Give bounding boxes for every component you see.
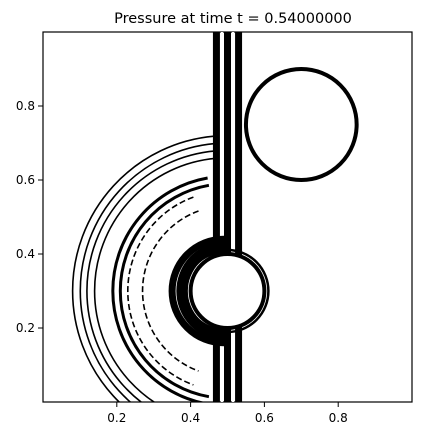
negative-pressure-contour bbox=[141, 210, 199, 372]
x-tick-label: 0.6 bbox=[255, 411, 274, 425]
body-wrap-contour bbox=[176, 241, 228, 341]
y-tick-label: 0.2 bbox=[16, 321, 35, 335]
x-tick-label: 0.4 bbox=[181, 411, 200, 425]
x-axis: 0.2 0.4 0.6 0.8 bbox=[107, 402, 348, 425]
negative-pressure-contour bbox=[126, 196, 194, 386]
circle-body-right bbox=[243, 67, 359, 182]
y-tick-label: 0.8 bbox=[16, 99, 35, 113]
left-body-outline bbox=[185, 248, 270, 334]
circle-body-left-fill bbox=[190, 254, 265, 328]
inner-ring-contour bbox=[111, 176, 208, 402]
y-tick-label: 0.6 bbox=[16, 173, 35, 187]
reflected-wave-contour bbox=[86, 150, 216, 402]
contour-layer bbox=[71, 32, 359, 402]
y-tick-label: 0.4 bbox=[16, 247, 35, 261]
y-axis: 0.2 0.4 0.6 0.8 bbox=[16, 99, 43, 335]
x-tick-label: 0.8 bbox=[329, 411, 348, 425]
reflected-wave-contour bbox=[79, 142, 215, 402]
x-tick-label: 0.2 bbox=[107, 411, 126, 425]
body-wrap-contour bbox=[168, 235, 228, 347]
circle-body-right-fill bbox=[245, 69, 357, 180]
reflected-wave-contour bbox=[71, 135, 215, 402]
reflected-wave-contour bbox=[93, 157, 216, 402]
circle-body-left bbox=[188, 252, 267, 330]
inner-ring-contour bbox=[118, 183, 210, 399]
chart-title: Pressure at time t = 0.54000000 bbox=[114, 11, 352, 27]
